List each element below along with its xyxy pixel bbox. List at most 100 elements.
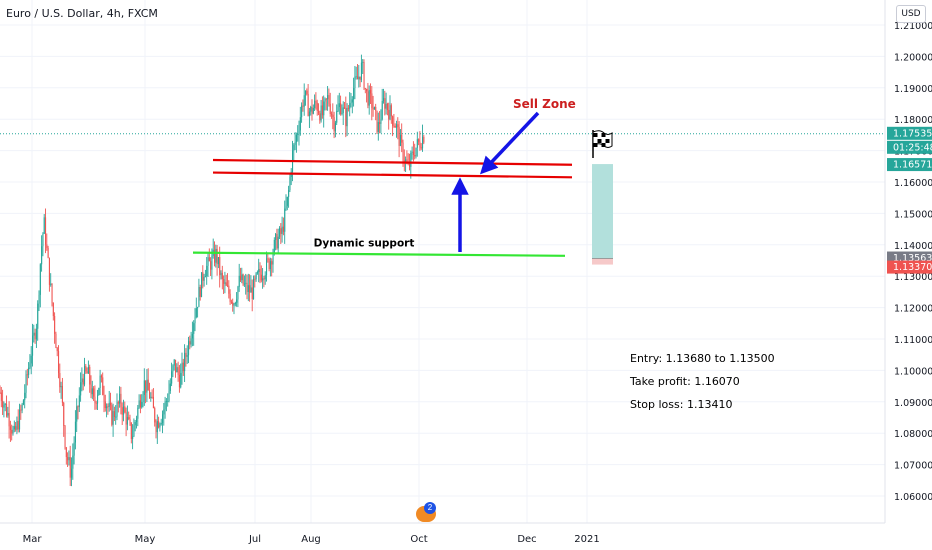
- candle-body: [180, 373, 182, 388]
- candle-body: [414, 155, 416, 157]
- candle-body: [338, 103, 340, 108]
- candle-body: [294, 142, 296, 145]
- candle-body: [210, 261, 212, 270]
- price-axis[interactable]: 1.210001.200001.190001.180001.170001.160…: [884, 0, 932, 523]
- candle-body: [76, 406, 78, 422]
- candle-body: [214, 249, 216, 263]
- candle-body: [266, 258, 268, 276]
- sell-zone-label: Sell Zone: [513, 97, 576, 111]
- candle-body: [85, 366, 87, 372]
- candle-body: [312, 107, 314, 114]
- candle-body: [240, 275, 242, 281]
- candle-body: [189, 341, 191, 345]
- candle-body: [359, 76, 361, 80]
- candle-body: [64, 425, 66, 448]
- sell-zone-line: [212, 158, 573, 166]
- candle-body: [184, 352, 186, 372]
- y-tick-label: 1.16000: [894, 178, 932, 189]
- y-tick-label: 1.08000: [894, 429, 932, 440]
- candle-body: [418, 139, 420, 142]
- x-tick-label: Oct: [410, 534, 427, 545]
- candle-body: [175, 359, 177, 373]
- candle-body: [147, 379, 149, 391]
- candle-body: [282, 226, 284, 232]
- candle-body: [125, 412, 127, 425]
- candle-body: [146, 379, 148, 393]
- candle-body: [367, 91, 369, 106]
- candle-body: [178, 374, 180, 388]
- candle-body: [199, 286, 201, 297]
- candle-body: [156, 421, 158, 433]
- symbol-title[interactable]: Euro / U.S. Dollar, 4h, FXCM: [6, 7, 158, 20]
- candle-body: [42, 233, 44, 247]
- candle-body: [405, 159, 407, 163]
- candle-body: [82, 378, 84, 385]
- candle-body: [316, 102, 318, 112]
- y-tick-label: 1.13000: [894, 272, 932, 283]
- candle-body: [19, 409, 21, 430]
- checkered-flag-icon: [592, 130, 613, 158]
- y-tick-label: 1.12000: [894, 304, 932, 315]
- x-tick-label: 2021: [574, 534, 599, 545]
- candle-body: [327, 95, 329, 100]
- candle-body: [100, 375, 102, 378]
- candle-body: [198, 286, 200, 307]
- y-tick-label: 1.09000: [894, 398, 932, 409]
- candle-body: [396, 124, 398, 128]
- candle-body: [78, 395, 80, 408]
- candle-body: [80, 382, 82, 396]
- last-price-tag: 1.17535: [893, 128, 932, 139]
- candle-body: [392, 116, 394, 126]
- candle-body: [236, 299, 238, 303]
- countdown-tag-bg: [887, 140, 932, 154]
- candle-body: [230, 301, 232, 303]
- candle-body: [246, 282, 248, 293]
- candle-body: [271, 261, 273, 265]
- candle-body: [194, 317, 196, 324]
- candle-body: [106, 406, 108, 409]
- candle-body: [371, 93, 373, 108]
- candle-body: [373, 106, 375, 110]
- y-tick-label: 1.10000: [894, 366, 932, 377]
- candle-body: [126, 417, 128, 425]
- candle-body: [197, 306, 199, 309]
- candle-body: [386, 103, 388, 111]
- candle-body: [111, 405, 113, 425]
- candle-body: [0, 392, 2, 401]
- candle-body: [6, 403, 8, 416]
- candle-body: [26, 374, 28, 376]
- candle-body: [139, 400, 141, 408]
- candle-body: [384, 98, 386, 109]
- candle-body: [390, 105, 392, 117]
- stop-box: [592, 258, 613, 265]
- candle-body: [280, 228, 282, 234]
- candle-body: [286, 196, 288, 206]
- candle-body: [39, 264, 41, 295]
- sell-zone-line: [212, 171, 573, 179]
- candle-body: [207, 257, 209, 266]
- candle-body: [420, 147, 422, 149]
- candle-body: [333, 117, 335, 132]
- candle-body: [164, 401, 166, 410]
- earnings-event-icon[interactable]: 2: [416, 502, 438, 522]
- candle-body: [357, 76, 359, 80]
- candle-body: [385, 103, 387, 109]
- last-price-tag-bg: [887, 126, 932, 140]
- candle-body: [28, 367, 30, 375]
- time-axis[interactable]: Mar May Jul Aug Oct Dec 2021: [0, 522, 885, 545]
- candle-body: [190, 338, 192, 345]
- candle-body: [77, 406, 79, 408]
- candle-body: [95, 402, 97, 404]
- candle-body: [73, 442, 75, 456]
- candle-body: [68, 457, 70, 461]
- candle-body: [302, 105, 304, 107]
- target-price-tag: 1.16571: [893, 160, 932, 171]
- currency-button[interactable]: USD: [896, 5, 926, 23]
- candle-body: [350, 102, 352, 104]
- candle-body: [344, 107, 346, 109]
- candle-body: [372, 107, 374, 110]
- candle-body: [191, 333, 193, 339]
- candle-body: [325, 98, 327, 100]
